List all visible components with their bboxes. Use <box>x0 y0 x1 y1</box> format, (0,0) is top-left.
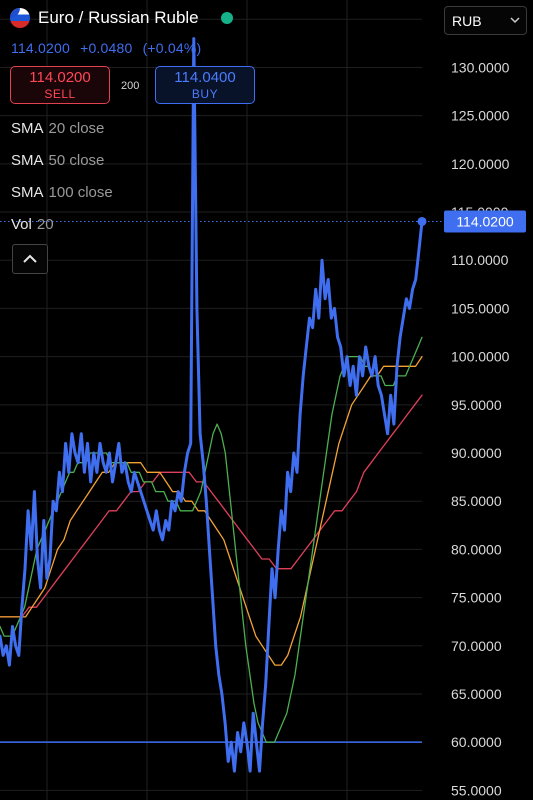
last-price-tag-label: 114.0200 <box>456 213 514 229</box>
y-tick-label: 120.0000 <box>451 156 510 172</box>
currency-select[interactable]: RUB <box>444 6 527 35</box>
y-tick-label: 70.0000 <box>451 638 502 654</box>
indicator-params: 20 close <box>48 120 105 137</box>
last-price-marker <box>417 216 427 226</box>
y-tick-label: 60.0000 <box>451 734 502 750</box>
collapse-legend-button[interactable] <box>12 244 48 274</box>
y-tick-label: 105.0000 <box>451 300 510 316</box>
buy-label: BUY <box>191 86 219 101</box>
sell-label: SELL <box>44 86 76 101</box>
quote-line: 114.0200 +0.0480 (+0.04%) <box>11 40 207 56</box>
indicator-params: 20 <box>36 216 54 233</box>
y-tick-label: 95.0000 <box>451 397 502 413</box>
currency-value: RUB <box>452 12 482 29</box>
sell-price: 114.0200 <box>29 68 91 86</box>
y-tick-label: 80.0000 <box>451 541 502 557</box>
last-price-tag <box>444 210 526 233</box>
header: Euro / Russian Ruble <box>10 8 233 28</box>
last-price: 114.0200 <box>11 40 70 56</box>
y-tick-label: 125.0000 <box>451 108 510 124</box>
y-tick-label: 110.0000 <box>451 252 509 268</box>
indicator-params: 100 close <box>48 184 113 201</box>
y-tick-label: 85.0000 <box>451 493 502 509</box>
y-tick-label: 130.0000 <box>451 59 510 75</box>
y-tick-label: 55.0000 <box>451 782 502 798</box>
indicator-name: SMA <box>11 120 44 137</box>
chevron-down-icon <box>510 17 520 24</box>
indicator-params: 50 close <box>48 152 105 169</box>
indicator-name: Vol <box>11 216 32 233</box>
price-change: +0.0480 <box>80 40 133 56</box>
price-change-percent: (+0.04%) <box>142 40 202 56</box>
indicator-sma-50[interactable]: SMA 50 close <box>11 152 104 169</box>
indicator-name: SMA <box>11 184 44 201</box>
buy-button[interactable]: 114.0400 BUY <box>155 66 255 104</box>
indicator-name: SMA <box>11 152 44 169</box>
series-line-sma20 <box>0 336 423 743</box>
indicator-volume[interactable]: Vol 20 <box>11 216 54 233</box>
buy-price: 114.0400 <box>174 68 236 86</box>
series-line-sma100 <box>0 394 423 618</box>
series-line-sma50 <box>0 355 423 666</box>
pair-name[interactable]: Euro / Russian Ruble <box>38 8 199 27</box>
sell-button[interactable]: 114.0200 SELL <box>10 66 110 104</box>
eu-ru-flag-icon <box>10 8 30 28</box>
y-tick-label: 65.0000 <box>451 686 502 702</box>
series-line-price <box>0 37 424 773</box>
y-tick-label: 100.0000 <box>451 349 510 365</box>
y-tick-label: 75.0000 <box>451 590 502 606</box>
indicator-sma-100[interactable]: SMA 100 close <box>11 184 113 201</box>
indicator-sma-20[interactable]: SMA 20 close <box>11 120 104 137</box>
chevron-up-icon <box>23 254 37 263</box>
spread-value: 200 <box>121 80 140 92</box>
y-tick-label: 90.0000 <box>451 445 502 461</box>
market-open-dot-icon <box>220 12 233 24</box>
